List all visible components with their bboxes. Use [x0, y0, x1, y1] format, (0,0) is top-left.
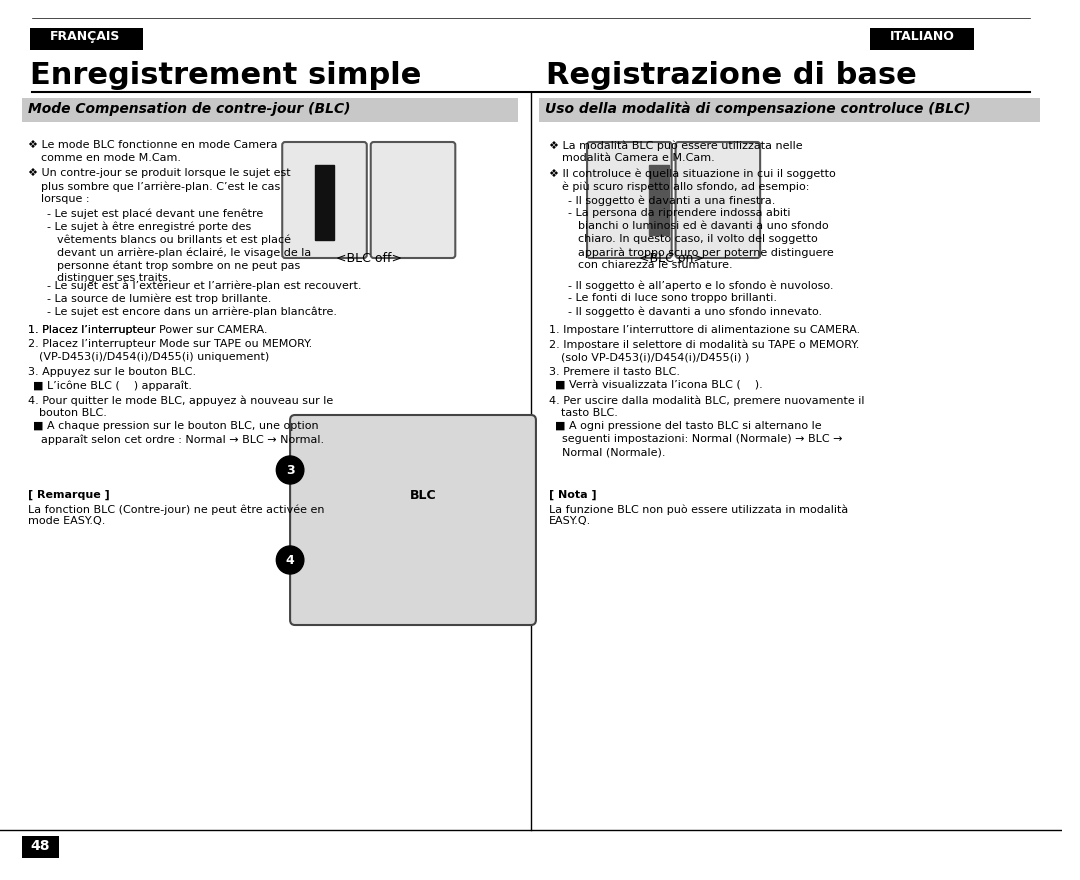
- Text: (VP-D453(i)/D454(i)/D455(i) uniquement): (VP-D453(i)/D454(i)/D455(i) uniquement): [39, 352, 270, 362]
- Text: lorsque :: lorsque :: [41, 194, 90, 204]
- Text: 3: 3: [286, 464, 295, 476]
- Text: 3. Premere il tasto BLC.: 3. Premere il tasto BLC.: [549, 367, 679, 377]
- Text: 1. Placez l’interrupteur Power sur CAMERA.: 1. Placez l’interrupteur Power sur CAMER…: [27, 325, 267, 335]
- Text: è più scuro rispetto allo sfondo, ad esempio:: è più scuro rispetto allo sfondo, ad ese…: [563, 181, 810, 192]
- Text: La fonction BLC (Contre-jour) ne peut être activée en
mode EASY.Q.: La fonction BLC (Contre-jour) ne peut êt…: [27, 504, 324, 526]
- Text: ❖ Un contre-jour se produit lorsque le sujet est: ❖ Un contre-jour se produit lorsque le s…: [27, 168, 291, 178]
- Text: 48: 48: [30, 839, 50, 853]
- Text: [ Nota ]: [ Nota ]: [549, 490, 596, 500]
- Text: La funzione BLC non può essere utilizzata in modalità
EASY.Q.: La funzione BLC non può essere utilizzat…: [549, 504, 848, 526]
- Text: ■ A chaque pression sur le bouton BLC, une option: ■ A chaque pression sur le bouton BLC, u…: [33, 421, 319, 431]
- FancyBboxPatch shape: [370, 142, 456, 258]
- Text: FRANÇAIS: FRANÇAIS: [51, 30, 121, 42]
- Text: - Le sujet est placé devant une fenêtre: - Le sujet est placé devant une fenêtre: [48, 208, 264, 218]
- Text: [ Remarque ]: [ Remarque ]: [27, 490, 109, 500]
- Text: <BLC off>: <BLC off>: [336, 252, 402, 265]
- Text: tasto BLC.: tasto BLC.: [561, 408, 618, 418]
- Text: ❖ La modalità BLC può essere utilizzata nelle: ❖ La modalità BLC può essere utilizzata …: [549, 140, 802, 150]
- Circle shape: [276, 456, 303, 484]
- FancyBboxPatch shape: [676, 142, 760, 258]
- FancyBboxPatch shape: [291, 415, 536, 625]
- Text: vêtements blancs ou brillants et est placé: vêtements blancs ou brillants et est pla…: [57, 234, 291, 245]
- Text: - Le sujet est encore dans un arrière-plan blancâtre.: - Le sujet est encore dans un arrière-pl…: [48, 306, 337, 317]
- Text: - La persona da riprendere indossa abiti: - La persona da riprendere indossa abiti: [568, 208, 791, 218]
- Text: chiaro. In questo caso, il volto del soggetto: chiaro. In questo caso, il volto del sog…: [578, 234, 818, 244]
- Circle shape: [276, 546, 303, 574]
- Text: Registrazione di base: Registrazione di base: [545, 61, 917, 90]
- Text: 2. Placez l’interrupteur Mode sur TAPE ou MEMORY.: 2. Placez l’interrupteur Mode sur TAPE o…: [27, 339, 312, 349]
- Text: bianchi o luminosi ed è davanti a uno sfondo: bianchi o luminosi ed è davanti a uno sf…: [578, 221, 828, 231]
- Text: devant un arrière-plan éclairé, le visage de la: devant un arrière-plan éclairé, le visag…: [57, 247, 311, 258]
- Text: 1. Impostare l’interruttore di alimentazione su CAMERA.: 1. Impostare l’interruttore di alimentaz…: [549, 325, 860, 335]
- FancyBboxPatch shape: [282, 142, 367, 258]
- FancyBboxPatch shape: [539, 98, 1040, 122]
- Text: Uso della modalità di compensazione controluce (BLC): Uso della modalità di compensazione cont…: [544, 102, 971, 116]
- Text: apparirà troppo scuro per poterne distinguere: apparirà troppo scuro per poterne distin…: [578, 247, 834, 258]
- Text: - Il soggetto è davanti a una finestra.: - Il soggetto è davanti a una finestra.: [568, 195, 775, 206]
- Text: ■ A ogni pressione del tasto BLC si alternano le: ■ A ogni pressione del tasto BLC si alte…: [555, 421, 821, 431]
- Text: ❖ Le mode BLC fonctionne en mode Camera: ❖ Le mode BLC fonctionne en mode Camera: [27, 140, 278, 150]
- Text: (solo VP-D453(i)/D454(i)/D455(i) ): (solo VP-D453(i)/D454(i)/D455(i) ): [561, 352, 748, 362]
- FancyBboxPatch shape: [29, 28, 143, 50]
- Text: <BLC on>: <BLC on>: [639, 252, 704, 265]
- Text: bouton BLC.: bouton BLC.: [39, 408, 107, 418]
- Text: - Le sujet est à l’extérieur et l’arrière-plan est recouvert.: - Le sujet est à l’extérieur et l’arrièr…: [48, 280, 362, 290]
- Text: - Il soggetto è davanti a uno sfondo innevato.: - Il soggetto è davanti a uno sfondo inn…: [568, 306, 823, 317]
- Text: plus sombre que l’arrière-plan. C’est le cas: plus sombre que l’arrière-plan. C’est le…: [41, 181, 281, 192]
- Text: personne étant trop sombre on ne peut pas: personne étant trop sombre on ne peut pa…: [57, 260, 300, 270]
- FancyBboxPatch shape: [22, 98, 518, 122]
- Text: 4: 4: [286, 554, 295, 567]
- Text: - Il soggetto è all’aperto e lo sfondo è nuvoloso.: - Il soggetto è all’aperto e lo sfondo è…: [568, 280, 834, 290]
- Text: con chiarezza le sfumature.: con chiarezza le sfumature.: [578, 260, 733, 270]
- Text: BLC: BLC: [409, 488, 436, 502]
- Text: comme en mode M.Cam.: comme en mode M.Cam.: [41, 153, 181, 163]
- FancyBboxPatch shape: [588, 142, 672, 258]
- Text: - Le sujet à être enregistré porte des: - Le sujet à être enregistré porte des: [48, 221, 252, 231]
- Text: ITALIANO: ITALIANO: [890, 30, 955, 42]
- Text: ■ Verrà visualizzata l’icona BLC (    ).: ■ Verrà visualizzata l’icona BLC ( ).: [555, 380, 762, 390]
- Text: 4. Pour quitter le mode BLC, appuyez à nouveau sur le: 4. Pour quitter le mode BLC, appuyez à n…: [27, 395, 333, 406]
- Text: apparaît selon cet ordre : Normal → BLC → Normal.: apparaît selon cet ordre : Normal → BLC …: [41, 434, 324, 444]
- Polygon shape: [314, 165, 335, 240]
- Text: - La source de lumière est trop brillante.: - La source de lumière est trop brillant…: [48, 293, 271, 304]
- Text: seguenti impostazioni: Normal (Normale) → BLC →: seguenti impostazioni: Normal (Normale) …: [563, 434, 843, 444]
- Text: Enregistrement simple: Enregistrement simple: [29, 61, 421, 90]
- Text: Mode Compensation de contre-jour (BLC): Mode Compensation de contre-jour (BLC): [27, 102, 350, 116]
- FancyBboxPatch shape: [870, 28, 973, 50]
- Text: 2. Impostare il selettore di modalità su TAPE o MEMORY.: 2. Impostare il selettore di modalità su…: [549, 339, 859, 349]
- Text: ■ L’icône BLC (    ) apparaît.: ■ L’icône BLC ( ) apparaît.: [33, 380, 192, 391]
- FancyBboxPatch shape: [22, 836, 59, 858]
- Text: - Le fonti di luce sono troppo brillanti.: - Le fonti di luce sono troppo brillanti…: [568, 293, 778, 303]
- Polygon shape: [649, 165, 669, 235]
- Text: 3. Appuyez sur le bouton BLC.: 3. Appuyez sur le bouton BLC.: [27, 367, 195, 377]
- Text: 4. Per uscire dalla modalità BLC, premere nuovamente il: 4. Per uscire dalla modalità BLC, premer…: [549, 395, 864, 406]
- Text: modalità Camera e M.Cam.: modalità Camera e M.Cam.: [563, 153, 715, 163]
- Text: Normal (Normale).: Normal (Normale).: [563, 447, 666, 457]
- Text: distinguer ses traits.: distinguer ses traits.: [57, 273, 172, 283]
- Text: 1. Placez l’interrupteur: 1. Placez l’interrupteur: [27, 325, 159, 335]
- Text: ❖ Il controluce è quella situazione in cui il soggetto: ❖ Il controluce è quella situazione in c…: [549, 168, 836, 179]
